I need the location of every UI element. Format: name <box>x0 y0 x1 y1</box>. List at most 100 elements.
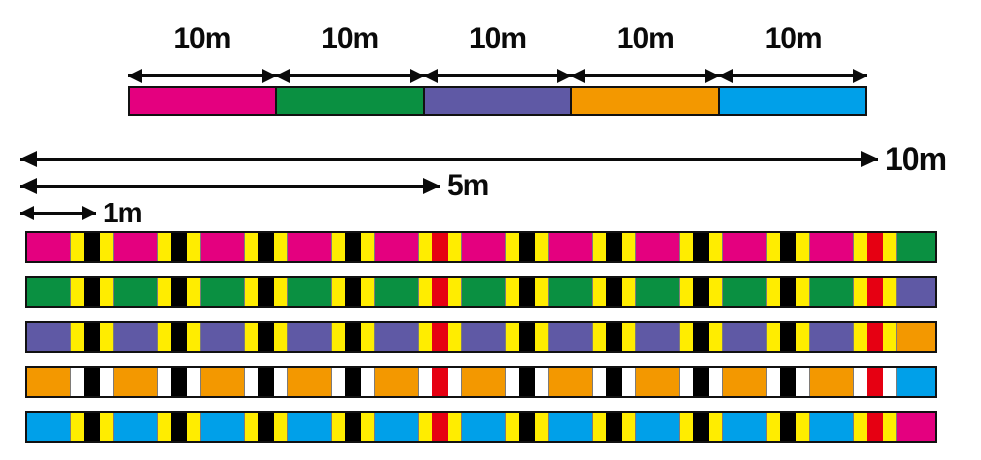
marker-side-stripe <box>158 413 171 441</box>
marker-side-stripe <box>883 323 896 351</box>
marker-side-stripe <box>187 413 200 441</box>
marker-side-stripe <box>767 233 780 261</box>
marker-3m <box>244 368 288 396</box>
marker-side-stripe <box>448 368 461 396</box>
marker-side-stripe <box>709 413 722 441</box>
marker-side-stripe <box>622 368 635 396</box>
marker-center-stripe <box>780 233 796 261</box>
marker-side-stripe <box>535 278 548 306</box>
meter-segment <box>636 413 679 441</box>
meter-segment <box>27 323 70 351</box>
meter-segment <box>462 323 505 351</box>
meter-segment <box>636 323 679 351</box>
marker-6m <box>505 368 549 396</box>
marker-5m-red <box>418 233 462 261</box>
marker-side-stripe <box>419 413 432 441</box>
marker-side-stripe <box>593 368 606 396</box>
line-bars <box>25 231 937 456</box>
marker-4m <box>331 233 375 261</box>
marker-4m <box>331 323 375 351</box>
color-segment-purple <box>422 88 571 114</box>
marker-center-stripe <box>84 368 100 396</box>
marker-center-stripe <box>867 278 883 306</box>
marker-side-stripe <box>767 413 780 441</box>
marker-side-stripe <box>274 323 287 351</box>
marker-center-stripe <box>606 278 622 306</box>
marker-center-stripe <box>84 233 100 261</box>
meter-segment <box>27 233 70 261</box>
marker-8m <box>679 368 723 396</box>
meter-segment <box>549 413 592 441</box>
marker-side-stripe <box>187 323 200 351</box>
marker-side-stripe <box>854 233 867 261</box>
meter-segment <box>723 323 766 351</box>
marker-8m <box>679 233 723 261</box>
ruler-5m: 5m <box>20 169 489 203</box>
marker-side-stripe <box>883 278 896 306</box>
segment-length-label: 10m <box>764 22 823 55</box>
marker-side-stripe <box>332 233 345 261</box>
double-arrow-segment <box>571 74 720 77</box>
next-color-segment <box>897 323 935 351</box>
marker-1m <box>70 368 114 396</box>
marker-7m <box>592 278 636 306</box>
marker-8m <box>679 278 723 306</box>
double-arrow-segment <box>275 74 424 77</box>
meter-segment <box>462 413 505 441</box>
marker-center-stripe <box>84 413 100 441</box>
marker-side-stripe <box>709 323 722 351</box>
meter-segment <box>114 413 157 441</box>
meter-segment <box>462 368 505 396</box>
meter-segment <box>27 278 70 306</box>
marker-side-stripe <box>71 368 84 396</box>
marker-side-stripe <box>535 368 548 396</box>
marker-center-stripe <box>693 278 709 306</box>
marker-side-stripe <box>419 323 432 351</box>
marker-center-stripe <box>171 368 187 396</box>
marker-center-stripe <box>345 233 361 261</box>
marker-side-stripe <box>274 413 287 441</box>
marker-center-stripe <box>432 233 448 261</box>
color-segment-green <box>275 88 423 114</box>
marker-side-stripe <box>796 323 809 351</box>
top-scale-unit-orange: 10m <box>571 24 720 82</box>
marker-center-stripe <box>867 233 883 261</box>
meter-segment <box>288 233 331 261</box>
marker-6m <box>505 413 549 441</box>
marker-center-stripe <box>867 323 883 351</box>
marker-side-stripe <box>796 413 809 441</box>
double-arrow-segment <box>423 74 572 77</box>
meter-segment <box>114 368 157 396</box>
marker-side-stripe <box>593 233 606 261</box>
marker-side-stripe <box>593 323 606 351</box>
marker-center-stripe <box>780 323 796 351</box>
marker-side-stripe <box>100 278 113 306</box>
marker-side-stripe <box>448 413 461 441</box>
line-green <box>25 276 937 308</box>
marker-side-stripe <box>767 278 780 306</box>
marker-side-stripe <box>767 368 780 396</box>
marker-4m <box>331 413 375 441</box>
marker-4m <box>331 278 375 306</box>
marker-center-stripe <box>345 413 361 441</box>
marker-1m <box>70 278 114 306</box>
marker-side-stripe <box>506 278 519 306</box>
marker-side-stripe <box>796 278 809 306</box>
marker-9m <box>766 233 810 261</box>
marker-side-stripe <box>535 413 548 441</box>
marker-10m-red <box>853 413 897 441</box>
marker-center-stripe <box>780 413 796 441</box>
marker-center-stripe <box>780 368 796 396</box>
marker-side-stripe <box>187 278 200 306</box>
marker-side-stripe <box>332 323 345 351</box>
marker-side-stripe <box>245 233 258 261</box>
marker-center-stripe <box>345 368 361 396</box>
color-segment-pink <box>130 88 276 114</box>
marker-side-stripe <box>332 278 345 306</box>
marker-5m-red <box>418 368 462 396</box>
meter-segment <box>201 278 244 306</box>
meter-segment <box>375 413 418 441</box>
ruler-1m-label: 1m <box>103 197 142 228</box>
ruler-5m-label: 5m <box>447 169 489 202</box>
